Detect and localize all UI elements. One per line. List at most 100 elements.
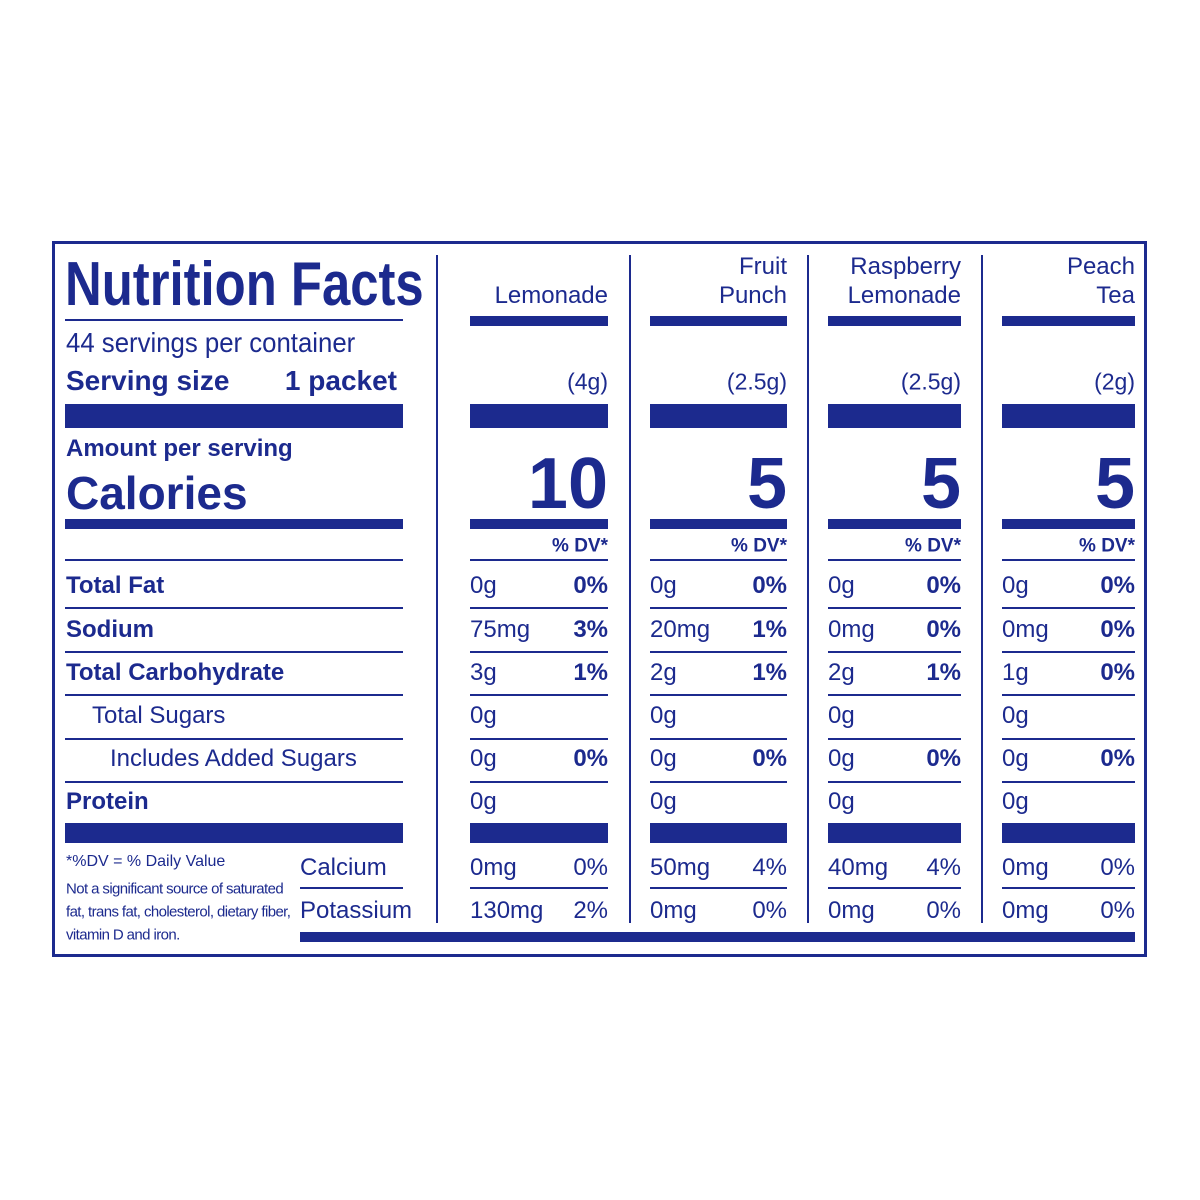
rule (65, 319, 403, 321)
rule (828, 651, 961, 653)
nutrient-name: Total Fat (66, 572, 165, 599)
rule (1002, 559, 1135, 561)
serving-weight: (2g) (1094, 368, 1135, 395)
rule (828, 559, 961, 561)
amount: 2g (650, 659, 677, 686)
serving-size-value: 1 packet (284, 365, 397, 396)
product-name: Peach (1066, 253, 1135, 280)
amount: 0g (470, 788, 497, 815)
product-name: Punch (718, 282, 787, 309)
rule (65, 559, 403, 561)
rule (1002, 519, 1135, 529)
mineral-amount: 0mg (1002, 854, 1049, 881)
rule (828, 519, 961, 529)
rule (470, 607, 608, 609)
daily-value: 0% (926, 572, 961, 599)
amount: 3g (470, 659, 497, 686)
amount: 0g (828, 702, 855, 729)
rule (650, 781, 787, 783)
amount: 1g (1002, 659, 1029, 686)
serving-weight: (4g) (567, 368, 608, 395)
amount: 0g (1002, 572, 1029, 599)
amount-per-serving: Amount per serving (66, 435, 293, 462)
mineral-amount: 50mg (650, 854, 711, 881)
mineral-dv: 0% (926, 897, 961, 924)
rule (470, 559, 608, 561)
rule (470, 823, 608, 843)
daily-value: 0% (573, 572, 608, 599)
rule (828, 607, 961, 609)
amount: 0g (828, 745, 855, 772)
serving-weight: (2.5g) (900, 368, 961, 395)
product-name: Lemonade (847, 282, 961, 309)
amount: 75mg (470, 616, 531, 643)
rule (65, 607, 403, 609)
amount: 20mg (650, 616, 711, 643)
rule (828, 738, 961, 740)
nutrient-name: Total Sugars (92, 702, 226, 729)
rule (1002, 607, 1135, 609)
rule (65, 823, 403, 843)
amount: 0g (650, 572, 677, 599)
daily-value: 0% (752, 572, 787, 599)
amount: 2g (828, 659, 855, 686)
daily-value: 1% (926, 659, 961, 686)
rule (828, 694, 961, 696)
rule (1002, 738, 1135, 740)
dv-header: % DV* (905, 535, 961, 557)
calories-label: Calories (66, 467, 248, 519)
divider (436, 255, 438, 923)
divider (981, 255, 983, 923)
mineral-amount: 0mg (1002, 897, 1049, 924)
rule (65, 519, 403, 529)
product-name: Lemonade (494, 282, 608, 309)
amount: 0g (828, 572, 855, 599)
amount: 0g (470, 702, 497, 729)
nutrient-name: Includes Added Sugars (110, 745, 357, 772)
rule (65, 651, 403, 653)
servings: 44 servings per container (66, 327, 356, 358)
calories-value: 5 (746, 444, 787, 524)
rule (470, 651, 608, 653)
dv-header: % DV* (1079, 535, 1135, 557)
rule (1002, 781, 1135, 783)
rule (828, 404, 961, 428)
mineral-dv: 0% (1100, 854, 1135, 881)
daily-value: 3% (573, 616, 608, 643)
daily-value: 0% (1100, 745, 1135, 772)
daily-value: 0% (752, 745, 787, 772)
mineral-amount: 0mg (470, 854, 517, 881)
mineral-amount: 0mg (828, 897, 875, 924)
nutrient-name: Sodium (66, 616, 154, 643)
rule (650, 738, 787, 740)
amount: 0g (650, 788, 677, 815)
product-name: Tea (1096, 282, 1135, 309)
mineral-dv: 2% (573, 897, 608, 924)
amount: 0g (1002, 745, 1029, 772)
rule (65, 404, 403, 428)
amount: 0g (828, 788, 855, 815)
rule (650, 887, 787, 889)
nutrient-name: Protein (66, 788, 149, 815)
rule (828, 316, 961, 326)
mineral-dv: 0% (573, 854, 608, 881)
daily-value: 0% (1100, 659, 1135, 686)
amount: 0g (1002, 702, 1029, 729)
rule (650, 607, 787, 609)
mineral-dv: 0% (752, 897, 787, 924)
daily-value: 0% (1100, 616, 1135, 643)
daily-value: 1% (752, 616, 787, 643)
rule (470, 519, 608, 529)
rule (650, 316, 787, 326)
rule (65, 694, 403, 696)
border (1144, 241, 1147, 957)
dv-header: % DV* (552, 535, 608, 557)
calories-value: 5 (920, 444, 961, 524)
rule (1002, 823, 1135, 843)
serving-weight: (2.5g) (726, 368, 787, 395)
mineral-dv: 4% (926, 854, 961, 881)
rule (300, 887, 403, 889)
daily-value: 0% (573, 745, 608, 772)
rule (65, 738, 403, 740)
